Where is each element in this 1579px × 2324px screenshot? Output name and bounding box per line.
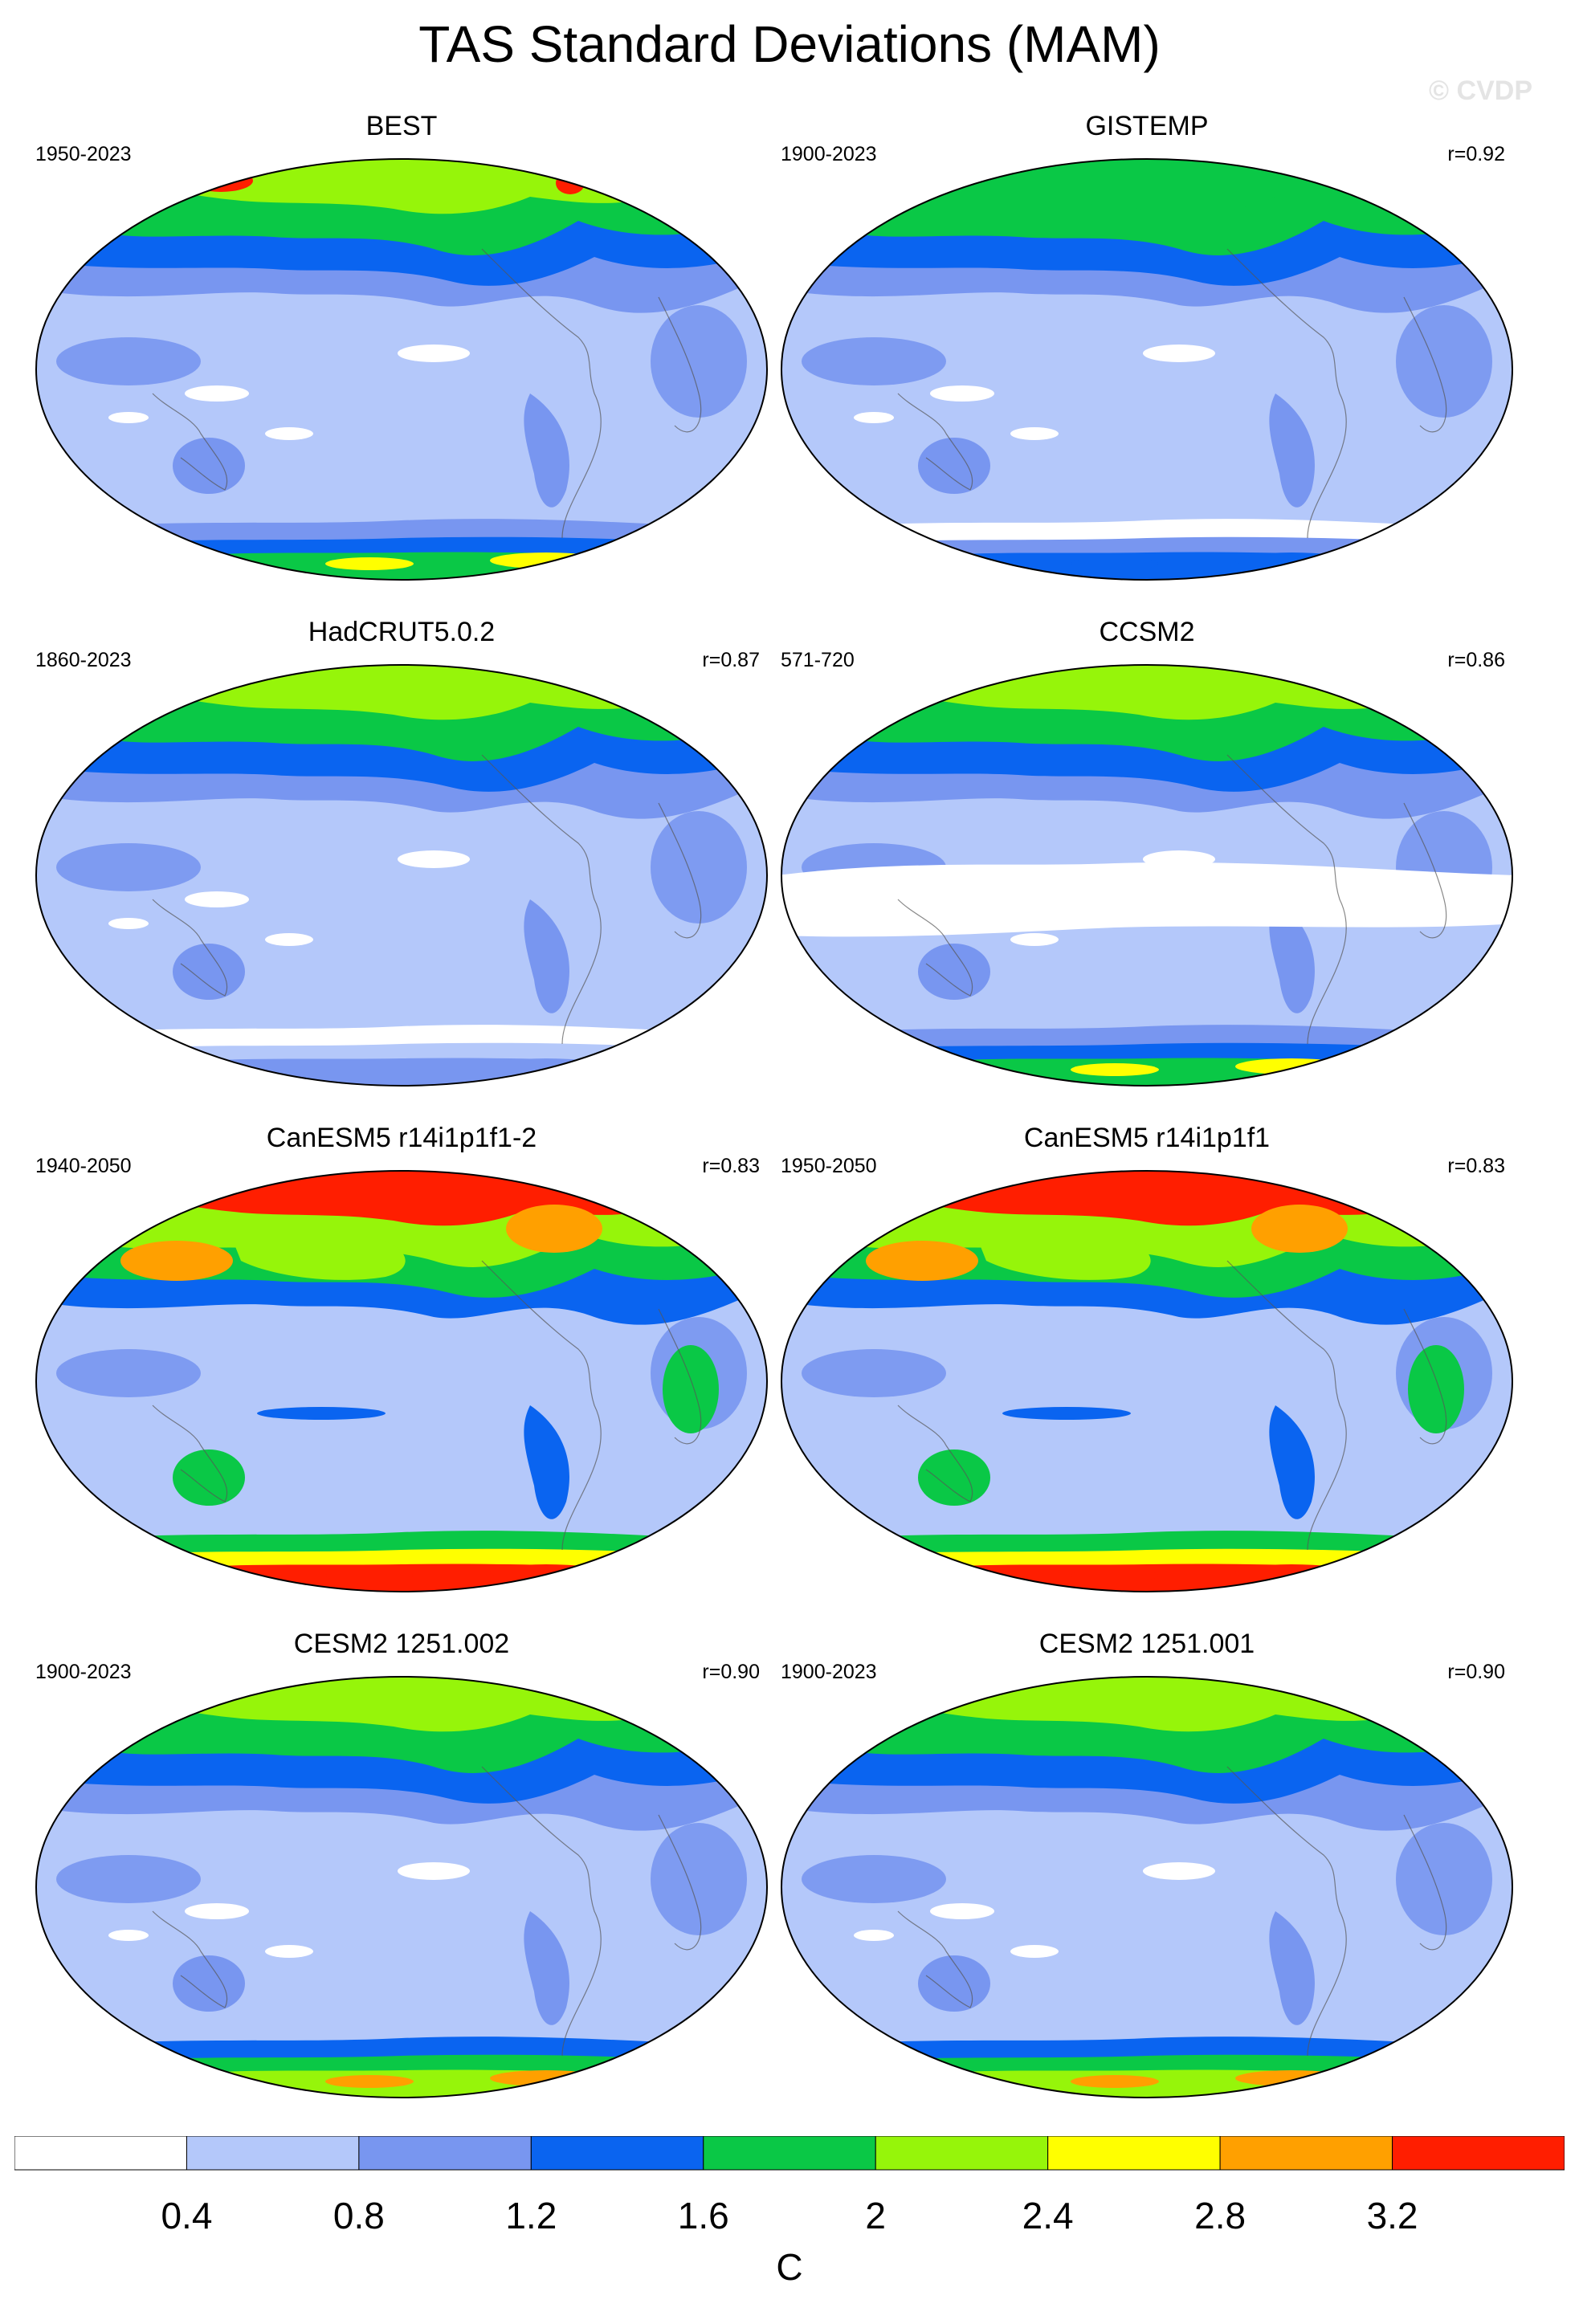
colorbar-segment xyxy=(875,2136,1049,2171)
colorbar xyxy=(14,2136,1565,2171)
colorbar-tick-label: 0.4 xyxy=(161,2195,213,2236)
panel-period: 1900-2023 xyxy=(781,143,877,165)
panel-period: 1950-2050 xyxy=(781,1155,877,1177)
globe-map xyxy=(35,158,768,581)
figure-title: TAS Standard Deviations (MAM) xyxy=(418,15,1161,73)
colorbar-segment xyxy=(1047,2136,1221,2171)
colorbar-tick-label: 2.8 xyxy=(1194,2195,1246,2236)
colorbar-tick-label: 2.4 xyxy=(1022,2195,1074,2236)
panel-correlation: r=0.83 xyxy=(702,1155,760,1177)
panel-correlation: r=0.92 xyxy=(1447,143,1505,165)
globe-map xyxy=(35,664,768,1087)
map-panel: CCSM2 571-720 r=0.86 xyxy=(777,617,1516,1115)
panel-correlation: r=0.87 xyxy=(702,649,760,671)
panel-period: 1950-2023 xyxy=(35,143,132,165)
colorbar-segment xyxy=(358,2136,532,2171)
panel-period: 1940-2050 xyxy=(35,1155,132,1177)
panel-title: BEST xyxy=(365,111,438,141)
panel-correlation: r=0.90 xyxy=(1447,1661,1505,1683)
map-panel: CanESM5 r14i1p1f1 1950-2050 r=0.83 xyxy=(777,1123,1516,1621)
globe-map xyxy=(781,1170,1513,1592)
colorbar-segment xyxy=(14,2136,187,2171)
panel-title: CCSM2 xyxy=(1099,617,1195,647)
panel-correlation: r=0.83 xyxy=(1447,1155,1505,1177)
panel-correlation: r=0.90 xyxy=(702,1661,760,1683)
colorbar-tick-label: 1.6 xyxy=(677,2195,729,2236)
map-panel: BEST 1950-2023 xyxy=(32,111,771,609)
globe-map xyxy=(781,158,1513,581)
panel-correlation: r=0.86 xyxy=(1447,649,1505,671)
panel-title: HadCRUT5.0.2 xyxy=(308,617,496,647)
colorbar-segment xyxy=(186,2136,360,2171)
panel-period: 1860-2023 xyxy=(35,649,132,671)
colorbar-tick-label: 3.2 xyxy=(1366,2195,1418,2236)
panel-period: 571-720 xyxy=(781,649,855,671)
panel-period: 1900-2023 xyxy=(781,1661,877,1683)
panel-title: CanESM5 r14i1p1f1 xyxy=(1023,1123,1271,1153)
panel-title: CanESM5 r14i1p1f1-2 xyxy=(266,1123,537,1153)
panel-title: GISTEMP xyxy=(1085,111,1209,141)
colorbar-segment xyxy=(1219,2136,1393,2171)
colorbar-segment xyxy=(1392,2136,1565,2171)
panel-period: 1900-2023 xyxy=(35,1661,132,1683)
colorbar-segment xyxy=(703,2136,876,2171)
map-panel: CESM2 1251.002 1900-2023 r=0.90 xyxy=(32,1629,771,2126)
map-panel: GISTEMP 1900-2023 r=0.92 xyxy=(777,111,1516,609)
globe-map xyxy=(35,1676,768,2098)
map-panel: CanESM5 r14i1p1f1-2 1940-2050 r=0.83 xyxy=(32,1123,771,1621)
panel-title: CESM2 1251.002 xyxy=(293,1629,510,1659)
globe-map xyxy=(781,1676,1513,2098)
colorbar-tick-label: 2 xyxy=(865,2195,887,2236)
map-panel: HadCRUT5.0.2 1860-2023 r=0.87 xyxy=(32,617,771,1115)
panel-title: CESM2 1251.001 xyxy=(1038,1629,1255,1659)
colorbar-tick-label: 1.2 xyxy=(505,2195,557,2236)
colorbar-units: C xyxy=(776,2246,803,2288)
map-panel: CESM2 1251.001 1900-2023 r=0.90 xyxy=(777,1629,1516,2126)
watermark: © CVDP xyxy=(1429,75,1532,106)
colorbar-tick-label: 0.8 xyxy=(333,2195,385,2236)
globe-map xyxy=(781,664,1513,1087)
globe-map xyxy=(35,1170,768,1592)
colorbar-segment xyxy=(530,2136,704,2171)
